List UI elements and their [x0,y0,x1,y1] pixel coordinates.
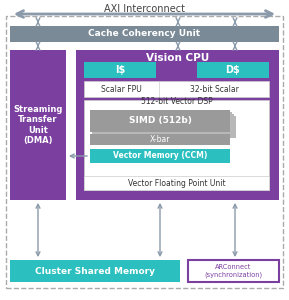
Text: Cache Coherency Unit: Cache Coherency Unit [88,29,201,38]
Bar [197,62,269,78]
Bar [84,81,269,97]
Bar [96,116,236,138]
Bar [188,260,279,282]
Bar [84,62,156,78]
Text: ARConnect
(synchronization): ARConnect (synchronization) [204,264,263,278]
Text: Vector Memory (CCM): Vector Memory (CCM) [113,152,207,160]
Text: X-bar: X-bar [150,135,170,144]
Bar [10,260,180,282]
Bar [76,50,279,200]
Bar [90,134,230,145]
Text: AXI Interconnect: AXI Interconnect [104,4,185,14]
Text: D$: D$ [226,65,240,75]
Bar [90,149,230,163]
Bar [10,26,279,42]
Bar [92,112,232,134]
Bar [84,176,269,190]
Bar [90,110,230,132]
Text: SIMD (512b): SIMD (512b) [129,116,191,125]
Bar [84,100,269,190]
Text: Vector Floating Point Unit: Vector Floating Point Unit [128,178,225,188]
Text: Streaming
Transfer
Unit
(DMA): Streaming Transfer Unit (DMA) [13,105,63,145]
Text: Scalar FPU: Scalar FPU [101,85,142,94]
Text: 512-bit Vector DSP: 512-bit Vector DSP [141,98,212,106]
Text: I$: I$ [115,65,125,75]
Text: Cluster Shared Memory: Cluster Shared Memory [35,266,155,275]
Bar [94,114,234,136]
Text: 32-bit Scalar: 32-bit Scalar [190,85,238,94]
Text: Vision CPU: Vision CPU [146,53,209,63]
Bar [10,50,66,200]
